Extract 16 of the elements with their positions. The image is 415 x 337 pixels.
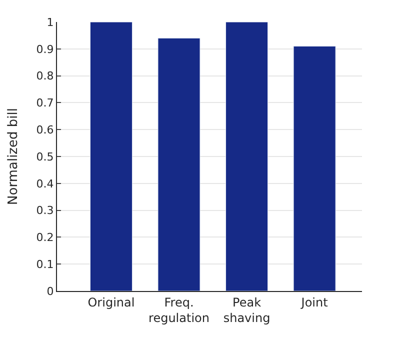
x-tick-label: Peak shaving: [223, 295, 270, 325]
y-tick-label: 0: [46, 284, 54, 298]
y-tick-label: 0.7: [36, 96, 54, 110]
y-tick-label: 0.2: [36, 231, 54, 244]
y-tick-label: 0.1: [36, 258, 54, 271]
y-tick-label: 0.6: [36, 123, 54, 136]
y-tick-label: 0.4: [36, 177, 54, 190]
y-tick-label: 0.9: [36, 42, 54, 56]
y-tick-label: 0.5: [36, 150, 54, 164]
y-axis-title: Normalized bill: [6, 108, 22, 205]
x-tick-label: Original: [88, 295, 135, 310]
y-tick-label: 0.3: [36, 204, 54, 218]
y-tick-label: 0.8: [36, 70, 54, 83]
x-tick-label: Freq. regulation: [148, 295, 210, 325]
x-tick-label: Joint: [300, 295, 328, 310]
y-tick-label: 1: [46, 16, 54, 29]
